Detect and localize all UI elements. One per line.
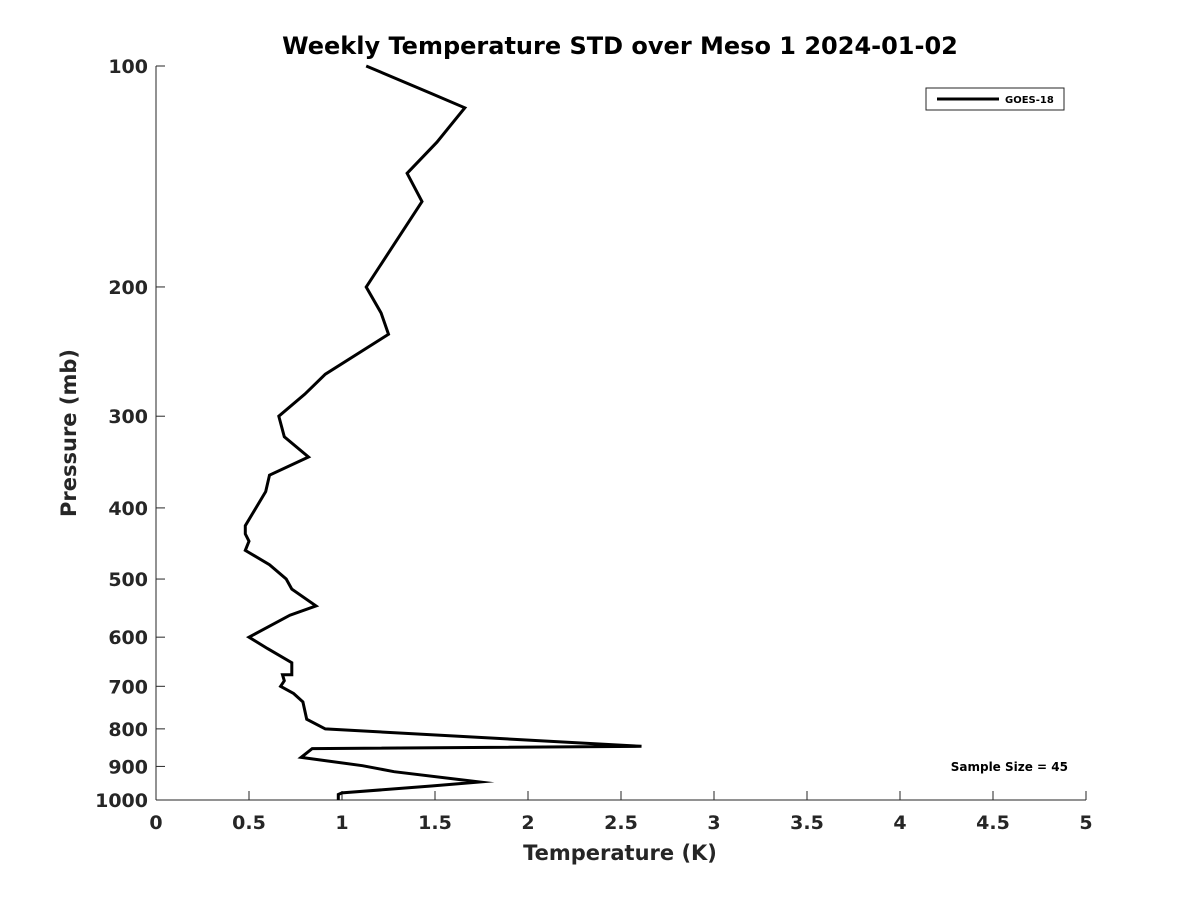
x-tick-label-0: 0: [149, 812, 162, 834]
chart-title: Weekly Temperature STD over Meso 1 2024-…: [282, 32, 958, 60]
y-tick-label-7: 800: [108, 719, 148, 741]
series-layer: [243, 64, 642, 800]
x-axis-ticks: 0 0.5 1 1.5 2 2.5 3 3.5 4 4.5 5: [149, 791, 1093, 834]
y-tick-label-1: 200: [108, 277, 148, 299]
x-tick-label-6: 3: [707, 812, 720, 834]
x-tick-label-9: 4.5: [976, 812, 1010, 834]
y-tick-label-9: 1000: [95, 790, 148, 812]
y-tick-label-6: 700: [108, 676, 148, 698]
y-tick-label-2: 300: [108, 406, 148, 428]
x-axis-label: Temperature (K): [523, 841, 717, 865]
x-tick-label-3: 1.5: [418, 812, 452, 834]
y-tick-label-8: 900: [108, 756, 148, 778]
x-tick-label-2: 1: [335, 812, 348, 834]
series-line-goes-18: [243, 64, 642, 800]
y-tick-label-3: 400: [108, 498, 148, 520]
x-tick-label-8: 4: [893, 812, 906, 834]
y-tick-label-4: 500: [108, 569, 148, 591]
x-tick-label-4: 2: [521, 812, 534, 834]
sample-size-annotation: Sample Size = 45: [951, 760, 1068, 774]
y-axis-ticks: 100 200 300 400 500 600 700 800 900 1000: [95, 56, 165, 812]
x-tick-label-1: 0.5: [232, 812, 266, 834]
y-axis-label: Pressure (mb): [57, 349, 81, 517]
x-tick-label-10: 5: [1079, 812, 1092, 834]
y-tick-label-0: 100: [108, 56, 148, 78]
x-tick-label-7: 3.5: [790, 812, 824, 834]
legend: GOES-18: [925, 87, 1065, 111]
legend-label-goes-18: GOES-18: [1005, 95, 1054, 106]
x-tick-label-5: 2.5: [604, 812, 638, 834]
y-tick-label-5: 600: [108, 627, 148, 649]
